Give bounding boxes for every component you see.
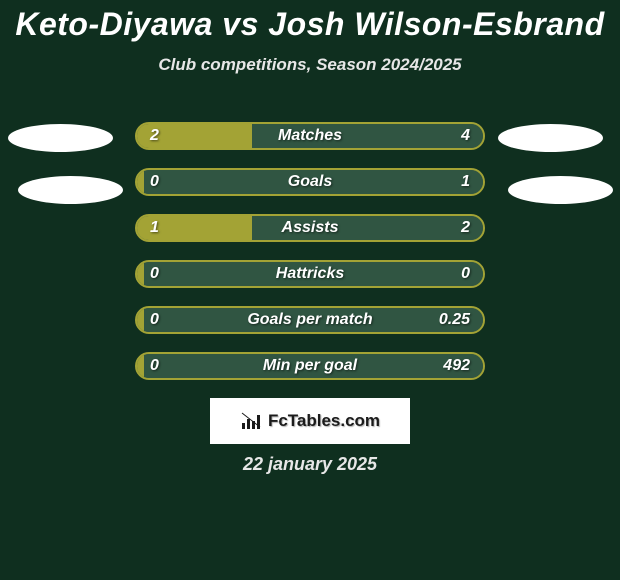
stat-bar-left-fill: [137, 308, 144, 332]
source-badge: FcTables.com: [210, 398, 410, 444]
stat-label: Hattricks: [276, 265, 344, 283]
page-title: Keto-Diyawa vs Josh Wilson-Esbrand: [0, 0, 620, 43]
stat-right-value: 1: [461, 173, 470, 191]
stat-bar-left-fill: [137, 354, 144, 378]
stat-label: Goals per match: [247, 311, 372, 329]
stat-bar-left-fill: [137, 262, 144, 286]
stat-left-value: 0: [150, 311, 159, 329]
stat-right-value: 4: [461, 127, 470, 145]
bar-chart-icon: [240, 411, 262, 431]
stat-bar-left-fill: [137, 170, 144, 194]
stat-right-value: 492: [443, 357, 470, 375]
source-badge-text: FcTables.com: [268, 411, 380, 431]
stat-label: Matches: [278, 127, 342, 145]
stat-row: 0 0 Hattricks: [0, 260, 620, 288]
stat-row: 2 4 Matches: [0, 122, 620, 150]
stat-left-value: 2: [150, 127, 159, 145]
stat-label: Min per goal: [263, 357, 357, 375]
stat-left-value: 0: [150, 357, 159, 375]
stat-row: 0 492 Min per goal: [0, 352, 620, 380]
comparison-infographic: Keto-Diyawa vs Josh Wilson-Esbrand Club …: [0, 0, 620, 580]
stat-row: 0 0.25 Goals per match: [0, 306, 620, 334]
stat-left-value: 1: [150, 219, 159, 237]
footer-date: 22 january 2025: [243, 454, 377, 475]
stat-row: 1 2 Assists: [0, 214, 620, 242]
stat-right-value: 0.25: [439, 311, 470, 329]
subtitle: Club competitions, Season 2024/2025: [0, 55, 620, 75]
stat-row: 0 1 Goals: [0, 168, 620, 196]
stat-label: Goals: [288, 173, 332, 191]
stat-right-value: 2: [461, 219, 470, 237]
stat-left-value: 0: [150, 265, 159, 283]
stat-label: Assists: [282, 219, 339, 237]
stat-rows: 2 4 Matches 0 1 Goals 1 2 Assists 0 0 Hattricks 0 0.2…: [0, 122, 620, 398]
stat-left-value: 0: [150, 173, 159, 191]
stat-right-value: 0: [461, 265, 470, 283]
